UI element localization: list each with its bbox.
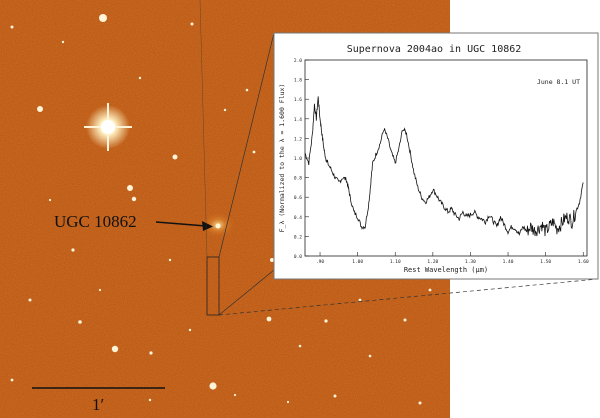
star [324,319,328,323]
star [111,345,119,353]
star [78,320,82,324]
x-tick-label: 1.50 [540,259,551,265]
y-tick-label: 0.4 [294,215,302,221]
star [172,154,178,160]
star [131,196,137,202]
star [138,76,142,80]
inset-panel [273,32,599,280]
inset-date: June 8.1 UT [537,78,580,86]
star [148,398,152,402]
star [209,382,217,390]
y-tick-label: 0.2 [294,234,302,240]
y-tick-label: 0.8 [294,176,302,182]
y-tick-label: 1.2 [294,136,302,142]
galaxy-label: UGC 10862 [54,212,137,231]
y-tick-label: 0.6 [294,195,302,201]
x-tick-label: .90 [316,259,324,265]
star [418,401,422,405]
y-tick-label: 1.8 [294,78,302,84]
x-tick-label: 1.30 [465,259,476,265]
star [298,344,302,348]
star [428,288,432,292]
star [28,298,32,302]
star [266,316,272,322]
star [223,108,227,112]
x-tick-label: 1.60 [578,259,589,265]
y-tick-label: 0.0 [294,254,302,260]
x-tick-label: 1.00 [352,259,363,265]
x-tick-label: 1.10 [390,259,401,265]
galaxy-arrowhead [202,221,213,231]
y-tick-label: 1.6 [294,97,302,103]
star [286,400,290,404]
star [403,318,407,322]
galaxy-nucleus [215,223,221,229]
star [37,106,43,112]
star [358,298,362,302]
y-tick-label: 2.0 [294,58,302,64]
star [368,354,372,358]
zoom-box [206,256,220,316]
x-tick-label: 1.40 [503,259,514,265]
star [48,198,52,202]
star-field [10,14,432,405]
x-tick-label: 1.20 [427,259,438,265]
star [10,378,14,382]
star [333,394,337,398]
star [233,393,237,397]
y-axis-label: F_λ (Normalized to the λ = 1.600 Flux) [278,84,286,233]
star [188,328,192,332]
spectrum-line [304,96,584,237]
star [10,25,14,29]
bright-star [84,103,132,151]
inset-title: Supernova 2004ao in UGC 10862 [347,44,522,55]
star [168,258,172,262]
galaxy-arrow [155,221,207,227]
zoom-connectors [199,0,599,316]
star [61,40,65,44]
x-axis-label: Rest Wavelength (μm) [404,266,488,274]
y-axis: 2.0 1.8 1.6 1.4 1.2 1.0 0.8 0.6 0.4 0.2 0.0 [294,58,309,260]
spectrum-inset: Supernova 2004ao in UGC 10862 June 8.1 U… [273,32,599,280]
star [149,351,153,355]
scale-bar-label: 1′ [92,395,104,414]
star [99,14,107,22]
star [98,288,102,292]
star [71,248,75,252]
y-tick-label: 1.4 [294,117,302,123]
y-tick-label: 1.0 [294,156,302,162]
star [270,258,274,262]
spectrum-series [304,96,584,237]
star [127,185,133,191]
x-axis: .90 1.00 1.10 1.20 1.30 1.40 1.50 1.60 [316,252,589,265]
star [245,88,249,92]
star [190,22,194,26]
star [252,150,256,154]
